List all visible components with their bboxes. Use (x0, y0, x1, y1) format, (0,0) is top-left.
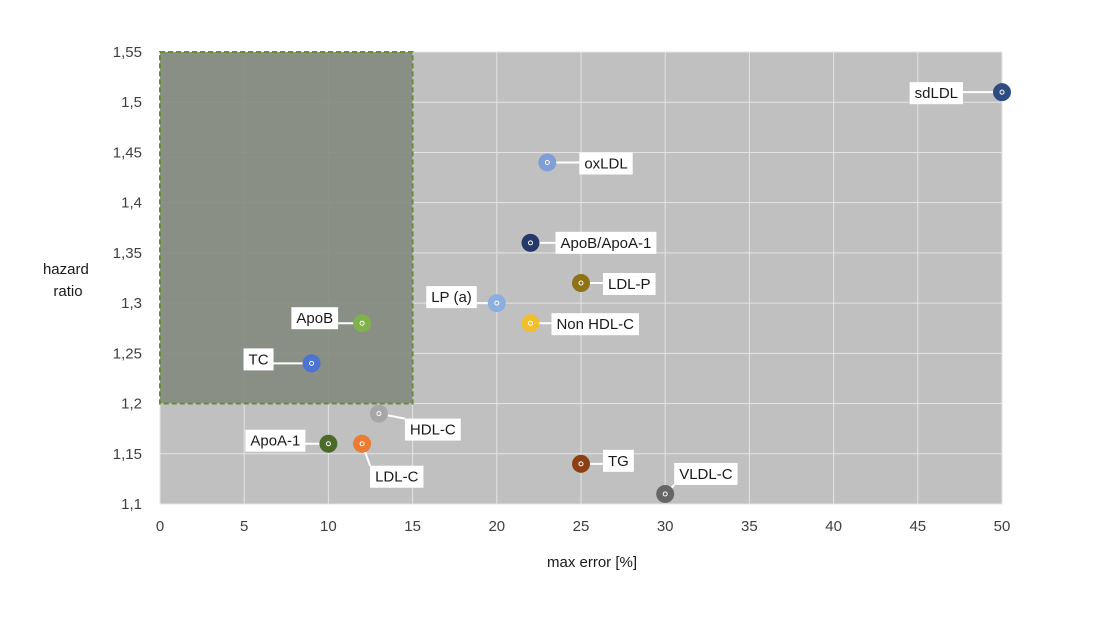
data-point-group: sdLDL (909, 82, 1011, 105)
data-point-marker (538, 153, 557, 172)
data-point-group: LDL-C (353, 434, 424, 488)
data-point-center (309, 360, 315, 366)
point-label-box (603, 273, 656, 296)
data-point-marker (572, 274, 590, 293)
data-point-center (578, 461, 584, 467)
y-tick-label: 1,55 (113, 44, 142, 61)
point-label: ApoB/ApoA-1 (560, 235, 651, 252)
point-label: sdLDL (915, 85, 958, 102)
point-label-box (291, 307, 339, 330)
data-point-center (325, 441, 331, 447)
x-tick-label: 10 (320, 518, 337, 535)
data-point-marker (353, 314, 372, 333)
data-point-group: LDL-P (572, 273, 656, 296)
data-point-marker (369, 404, 388, 423)
data-point-group: ApoB (291, 307, 372, 333)
x-tick-label: 35 (741, 518, 758, 535)
data-point-center (662, 491, 668, 497)
y-axis-title-line-2: ratio (53, 283, 82, 300)
y-tick-label: 1,5 (121, 94, 142, 111)
y-tick-label: 1,45 (113, 144, 142, 161)
y-tick-label: 1,1 (121, 496, 142, 513)
point-label-box (555, 231, 657, 254)
x-tick-label: 50 (994, 518, 1011, 535)
point-label-box (909, 82, 963, 105)
y-tick-label: 1,3 (121, 295, 142, 312)
point-label-box (579, 152, 633, 175)
x-axis-title: max error [%] (547, 554, 637, 571)
highlight-region (159, 51, 414, 405)
data-point-center (544, 159, 550, 165)
point-label-box (674, 462, 738, 485)
data-point-group: HDL-C (369, 404, 461, 441)
data-point-group: ApoB/ApoA-1 (521, 231, 657, 254)
data-point-center (527, 320, 533, 326)
point-label-box (370, 465, 424, 488)
data-point-marker (487, 294, 506, 313)
data-point-center (359, 441, 365, 447)
y-tick-label: 1,35 (113, 245, 142, 262)
data-point-center (359, 320, 365, 326)
x-tick-label: 40 (825, 518, 842, 535)
data-point-marker (319, 434, 338, 453)
point-label: oxLDL (584, 155, 627, 172)
y-tick-label: 1,2 (121, 396, 142, 413)
data-point-group: TC (243, 348, 321, 373)
point-label-box (426, 286, 477, 309)
point-label-box (404, 418, 461, 441)
x-axis-ticks: 0 5 10 15 20 25 30 35 40 45 50 (156, 518, 1011, 535)
y-axis-title-line-1: hazard (43, 261, 89, 278)
point-label: LDL-C (375, 469, 419, 486)
x-tick-label: 0 (156, 518, 164, 535)
point-label-box (243, 348, 274, 371)
data-point-group: TG (572, 449, 634, 473)
x-tick-label: 30 (657, 518, 674, 535)
y-axis-title: hazard ratio (43, 261, 93, 300)
point-label-box (245, 429, 306, 452)
data-point-marker (572, 454, 590, 473)
data-points: sdLDL oxLDL ApoB/ApoA-1 LDL-P LP (a) Non HDL-… (243, 82, 1011, 503)
data-point-group: oxLDL (538, 152, 633, 175)
data-point-marker (302, 354, 321, 373)
point-label: LP (a) (431, 289, 472, 306)
point-label-box (603, 449, 634, 472)
data-point-center (376, 411, 382, 417)
data-point-center (578, 280, 584, 286)
data-point-marker (656, 484, 675, 503)
data-point-marker (521, 233, 540, 252)
x-tick-label: 25 (573, 518, 590, 535)
data-point-group: ApoA-1 (245, 429, 338, 453)
x-tick-label: 45 (909, 518, 926, 535)
point-label: Non HDL-C (556, 316, 634, 333)
point-label: HDL-C (410, 422, 456, 439)
point-label: ApoA-1 (250, 433, 300, 450)
data-point-group: Non HDL-C (521, 313, 640, 336)
data-point-marker (993, 83, 1011, 102)
y-axis-ticks: 1,1 1,15 1,2 1,25 1,3 1,35 1,4 1,45 1,5 1,55 (113, 44, 142, 513)
y-tick-label: 1,4 (121, 195, 142, 212)
y-tick-label: 1,15 (113, 446, 142, 463)
point-label-box (551, 313, 640, 336)
y-tick-label: 1,25 (113, 345, 142, 362)
data-point-center (527, 240, 533, 246)
data-point-marker (353, 434, 372, 453)
x-tick-label: 20 (488, 518, 505, 535)
point-label: VLDL-C (679, 466, 733, 483)
x-tick-label: 5 (240, 518, 248, 535)
data-point-group: VLDL-C (656, 462, 738, 503)
point-label: ApoB (296, 310, 333, 327)
data-point-center (494, 300, 500, 306)
data-point-center (999, 89, 1005, 95)
data-point-group: LP (a) (426, 286, 506, 313)
x-tick-label: 15 (404, 518, 421, 535)
point-label: TC (249, 351, 269, 368)
point-label: LDL-P (608, 276, 651, 293)
point-label: TG (608, 453, 629, 470)
data-point-marker (521, 314, 540, 333)
